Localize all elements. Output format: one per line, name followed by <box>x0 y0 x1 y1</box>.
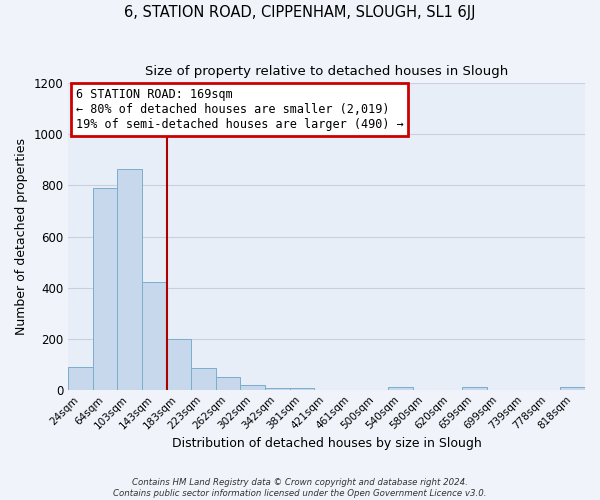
Bar <box>142 282 167 390</box>
X-axis label: Distribution of detached houses by size in Slough: Distribution of detached houses by size … <box>172 437 481 450</box>
Text: 6 STATION ROAD: 169sqm
← 80% of detached houses are smaller (2,019)
19% of semi-: 6 STATION ROAD: 169sqm ← 80% of detached… <box>76 88 404 131</box>
Bar <box>560 387 585 390</box>
Bar <box>191 368 216 390</box>
Bar <box>241 385 265 390</box>
Text: Contains HM Land Registry data © Crown copyright and database right 2024.
Contai: Contains HM Land Registry data © Crown c… <box>113 478 487 498</box>
Title: Size of property relative to detached houses in Slough: Size of property relative to detached ho… <box>145 65 508 78</box>
Bar <box>388 387 413 390</box>
Text: 6, STATION ROAD, CIPPENHAM, SLOUGH, SL1 6JJ: 6, STATION ROAD, CIPPENHAM, SLOUGH, SL1 … <box>124 5 476 20</box>
Bar <box>167 338 191 390</box>
Bar <box>216 377 241 390</box>
Bar <box>462 387 487 390</box>
Bar <box>68 366 93 390</box>
Bar <box>93 188 118 390</box>
Bar <box>265 388 290 390</box>
Bar <box>118 169 142 390</box>
Y-axis label: Number of detached properties: Number of detached properties <box>15 138 28 335</box>
Bar <box>290 388 314 390</box>
